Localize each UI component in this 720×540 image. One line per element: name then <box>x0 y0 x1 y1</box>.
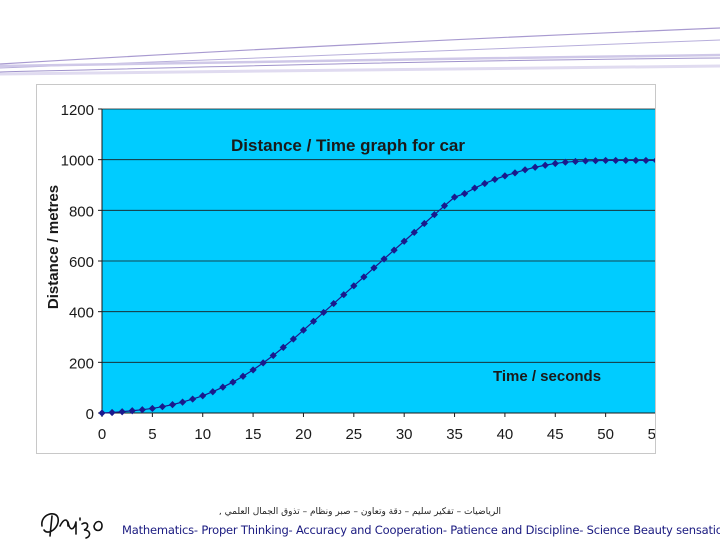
data-point <box>440 202 449 210</box>
data-point <box>108 408 116 417</box>
data-point <box>501 172 509 180</box>
header-decoration <box>0 27 720 76</box>
x-tick-label: 20 <box>295 426 312 443</box>
data-point <box>461 190 469 198</box>
chart-title: Distance / Time graph for car <box>231 136 465 155</box>
footer-arabic-motto: الرياضيات – تفكير سليم – دقة وتعاون – صب… <box>218 507 502 517</box>
data-point <box>239 372 247 380</box>
data-point <box>168 401 177 409</box>
y-tick-label: 1200 <box>61 102 94 119</box>
y-tick-label: 800 <box>69 203 94 220</box>
data-point <box>541 161 549 169</box>
data-point <box>289 335 297 343</box>
data-point <box>199 392 207 400</box>
data-point <box>219 383 227 391</box>
x-tick-label: 5 <box>148 426 156 443</box>
data-point <box>330 299 338 308</box>
y-tick-label: 400 <box>69 305 94 322</box>
data-point <box>551 159 559 168</box>
data-point <box>410 228 418 236</box>
data-point <box>591 157 600 165</box>
x-tick-label: 45 <box>547 426 564 443</box>
data-point <box>259 359 267 367</box>
signature-logo <box>41 513 103 539</box>
data-point <box>531 163 539 171</box>
footer-english-motto: Mathematics- Proper Thinking- Accuracy a… <box>122 523 720 537</box>
data-point <box>642 156 650 165</box>
data-point <box>279 343 287 351</box>
data-point <box>138 406 146 414</box>
x-tick-label: 35 <box>446 426 463 443</box>
x-tick-label: 40 <box>497 426 514 443</box>
data-point <box>471 184 479 192</box>
data-point <box>309 317 318 325</box>
data-point <box>98 409 106 417</box>
data-point <box>612 156 620 165</box>
x-axis-label: Time / seconds <box>493 368 601 385</box>
data-point <box>430 211 438 219</box>
data-point <box>229 378 237 386</box>
data-point <box>189 395 197 403</box>
data-point <box>118 408 126 416</box>
x-tick-label: 15 <box>245 426 262 443</box>
y-tick-label: 0 <box>86 406 94 423</box>
y-tick-label: 600 <box>69 254 94 271</box>
data-point <box>622 156 630 165</box>
data-point <box>481 179 489 188</box>
data-point <box>602 156 610 165</box>
y-axis-label: Distance / metres <box>45 185 62 309</box>
data-point <box>249 366 257 374</box>
data-point <box>350 282 358 290</box>
data-point <box>632 156 640 165</box>
data-point <box>320 308 328 317</box>
data-point <box>148 404 156 413</box>
x-tick-label: 10 <box>194 426 211 443</box>
data-point <box>491 175 499 184</box>
data-point <box>390 246 398 254</box>
data-point <box>511 169 519 177</box>
chart-frame: 0 200 400 600 800 1000 1200 0 5 10 15 20 25 30 35 40 45 5… <box>36 84 656 454</box>
data-point <box>400 237 408 245</box>
x-tick-label: 50 <box>597 426 614 443</box>
data-point <box>158 403 167 411</box>
x-tick-label: 55 <box>648 426 655 443</box>
x-tick-label: 0 <box>98 426 106 443</box>
y-tick-label: 200 <box>69 355 94 372</box>
data-point <box>652 157 655 164</box>
data-point <box>178 398 187 406</box>
data-point <box>450 193 459 201</box>
data-point <box>571 157 580 166</box>
distance-time-chart: 0 200 400 600 800 1000 1200 0 5 10 15 20 25 30 35 40 45 5… <box>45 102 655 443</box>
data-point <box>420 219 428 228</box>
data-point <box>521 166 529 174</box>
data-point <box>209 388 217 396</box>
data-point <box>340 291 348 299</box>
x-tick-label: 25 <box>345 426 362 443</box>
data-point <box>561 158 569 166</box>
x-tick-label: 30 <box>396 426 413 443</box>
y-tick-label: 1000 <box>61 153 94 170</box>
data-point <box>128 407 136 415</box>
